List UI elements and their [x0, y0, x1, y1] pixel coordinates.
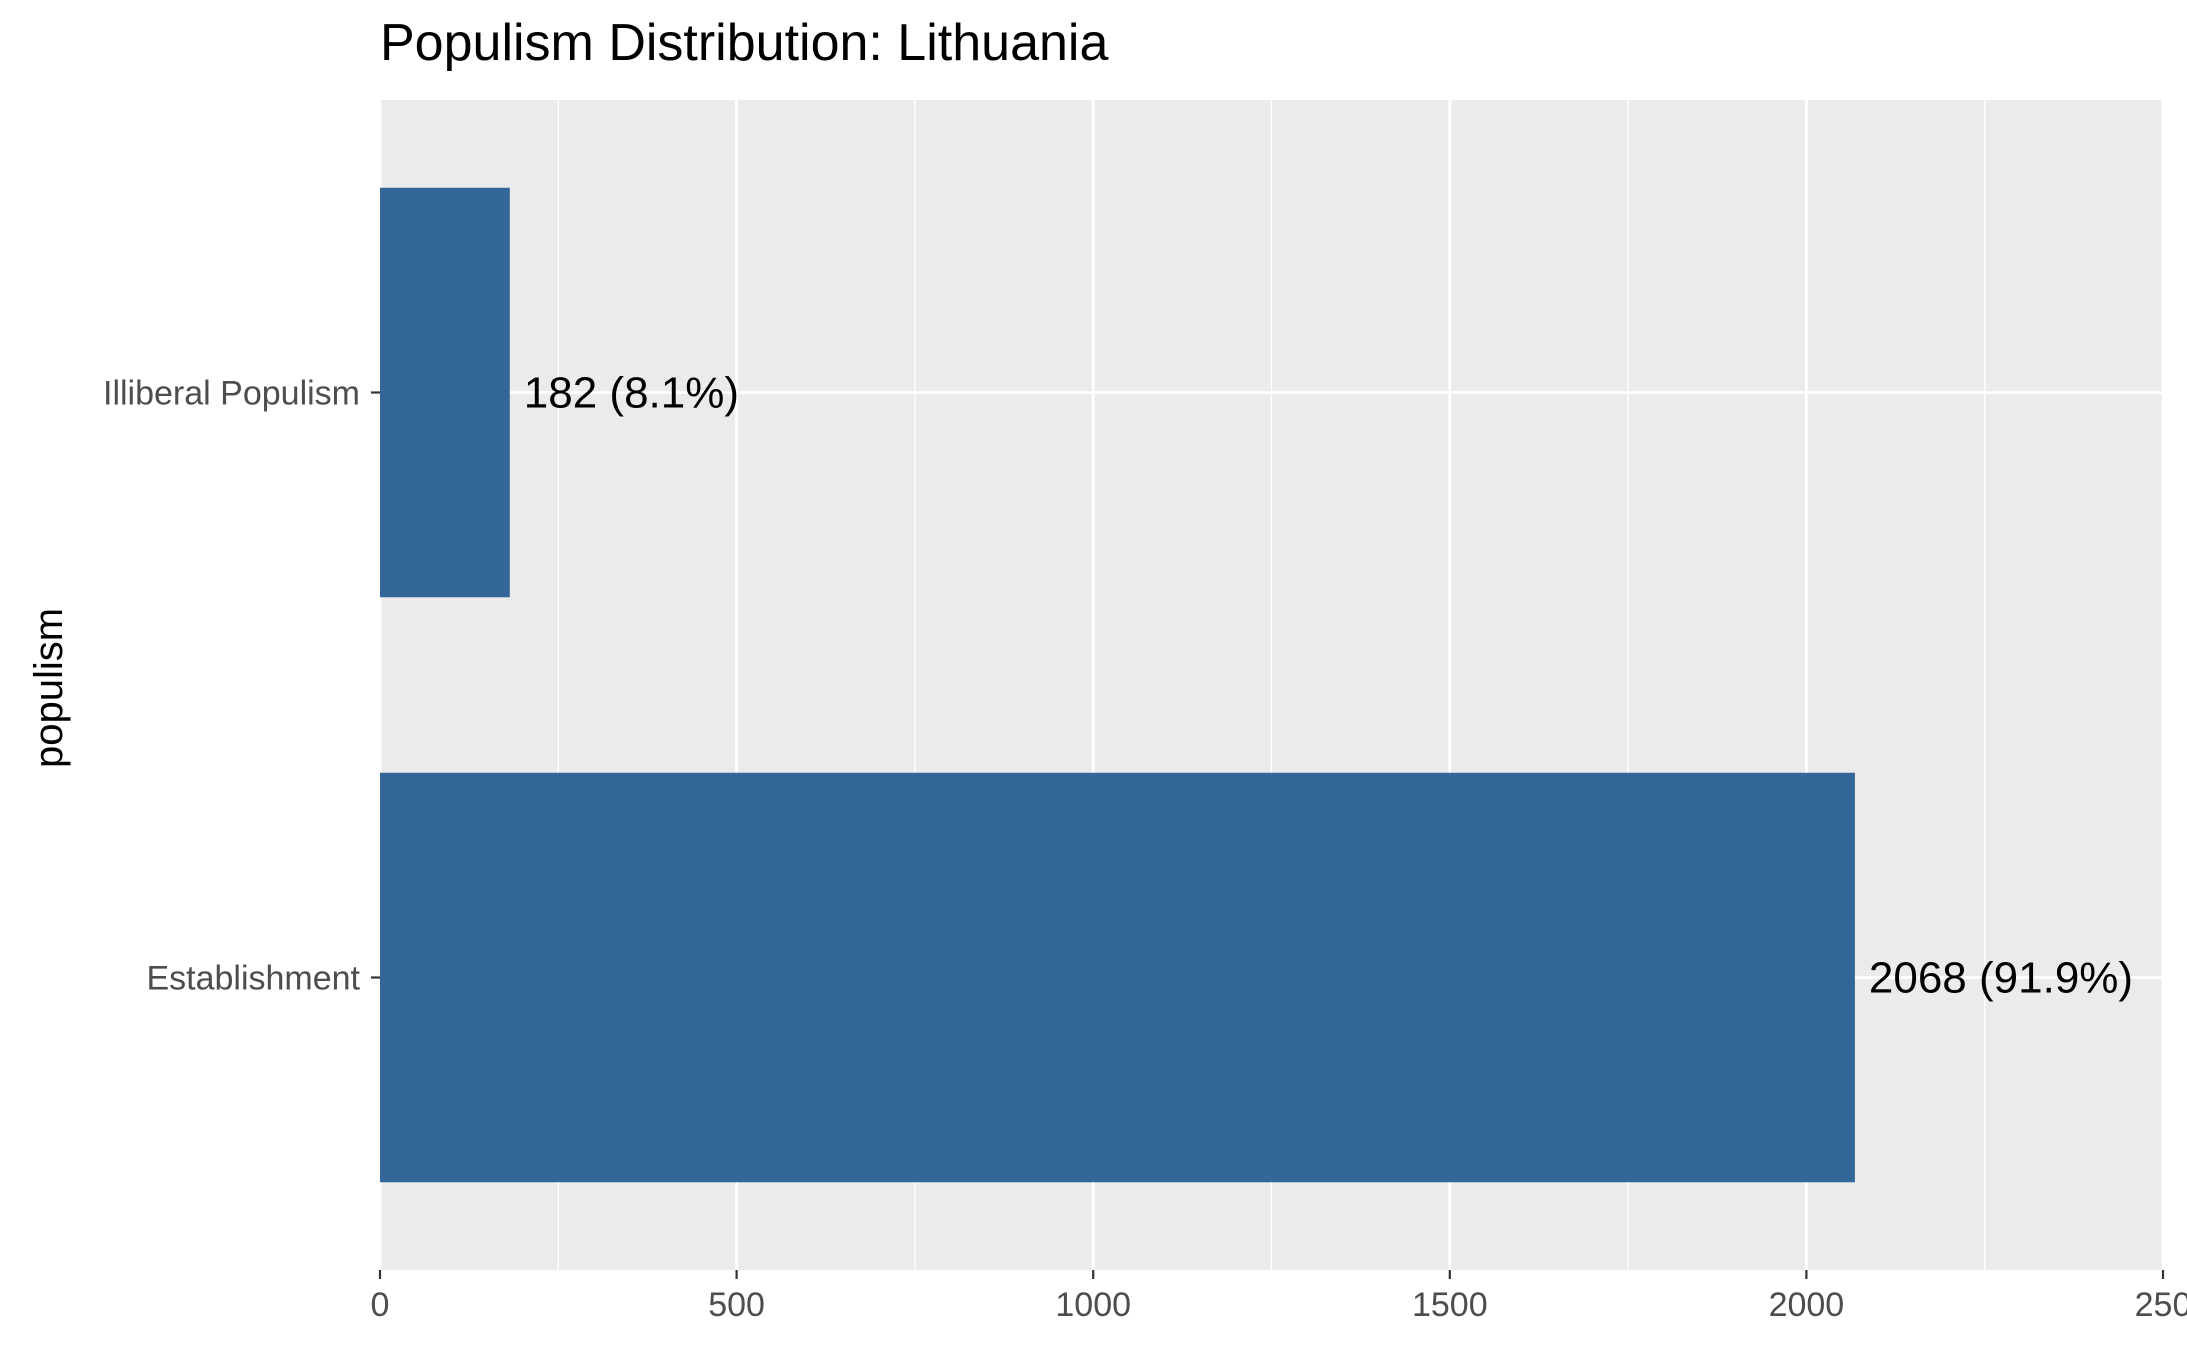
bar-illiberal-populism: [380, 187, 510, 598]
bars: [380, 187, 1855, 1183]
y-tick-label: Establishment: [146, 960, 360, 998]
chart-title: Populism Distribution: Lithuania: [380, 14, 1108, 72]
x-tick-label: 1000: [1055, 1286, 1131, 1324]
x-tick-label: 2000: [1769, 1286, 1845, 1324]
y-axis: Illiberal Populism Establishment: [103, 375, 380, 998]
y-tick-label: Illiberal Populism: [103, 375, 360, 413]
x-tick-label: 0: [371, 1286, 390, 1324]
data-label: 182 (8.1%): [524, 369, 739, 418]
y-axis-title: populism: [27, 608, 71, 768]
data-labels: 182 (8.1%) 2068 (91.9%): [524, 369, 2133, 1003]
x-axis: 0 500 1000 1500 2000 250: [371, 1270, 2187, 1324]
x-tick-label: 500: [708, 1286, 765, 1324]
x-tick-label: 1500: [1412, 1286, 1488, 1324]
data-label: 2068 (91.9%): [1869, 954, 2133, 1003]
x-tick-label: 250: [2135, 1286, 2187, 1324]
bar-establishment: [380, 772, 1855, 1183]
